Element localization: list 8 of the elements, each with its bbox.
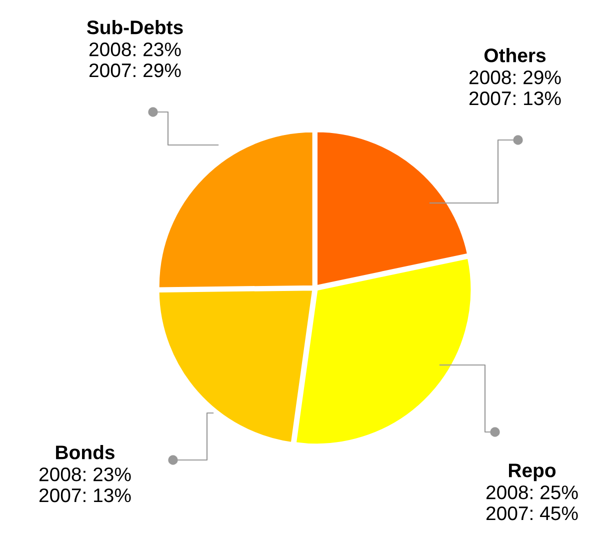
text: 2008: 23% 2007: 29%	[89, 42, 181, 78]
text: 2008: 29% 2007: 13%	[469, 70, 561, 106]
slice-label: Repo	[508, 464, 556, 482]
text: 2008: 23% 2007: 13%	[39, 468, 131, 502]
slice-label: Others	[484, 48, 546, 62]
slice-label: Bonds	[56, 445, 114, 460]
text: 2008: 25% 2007: 45%	[486, 486, 578, 520]
slice-label: Sub-Debts	[86, 20, 183, 34]
